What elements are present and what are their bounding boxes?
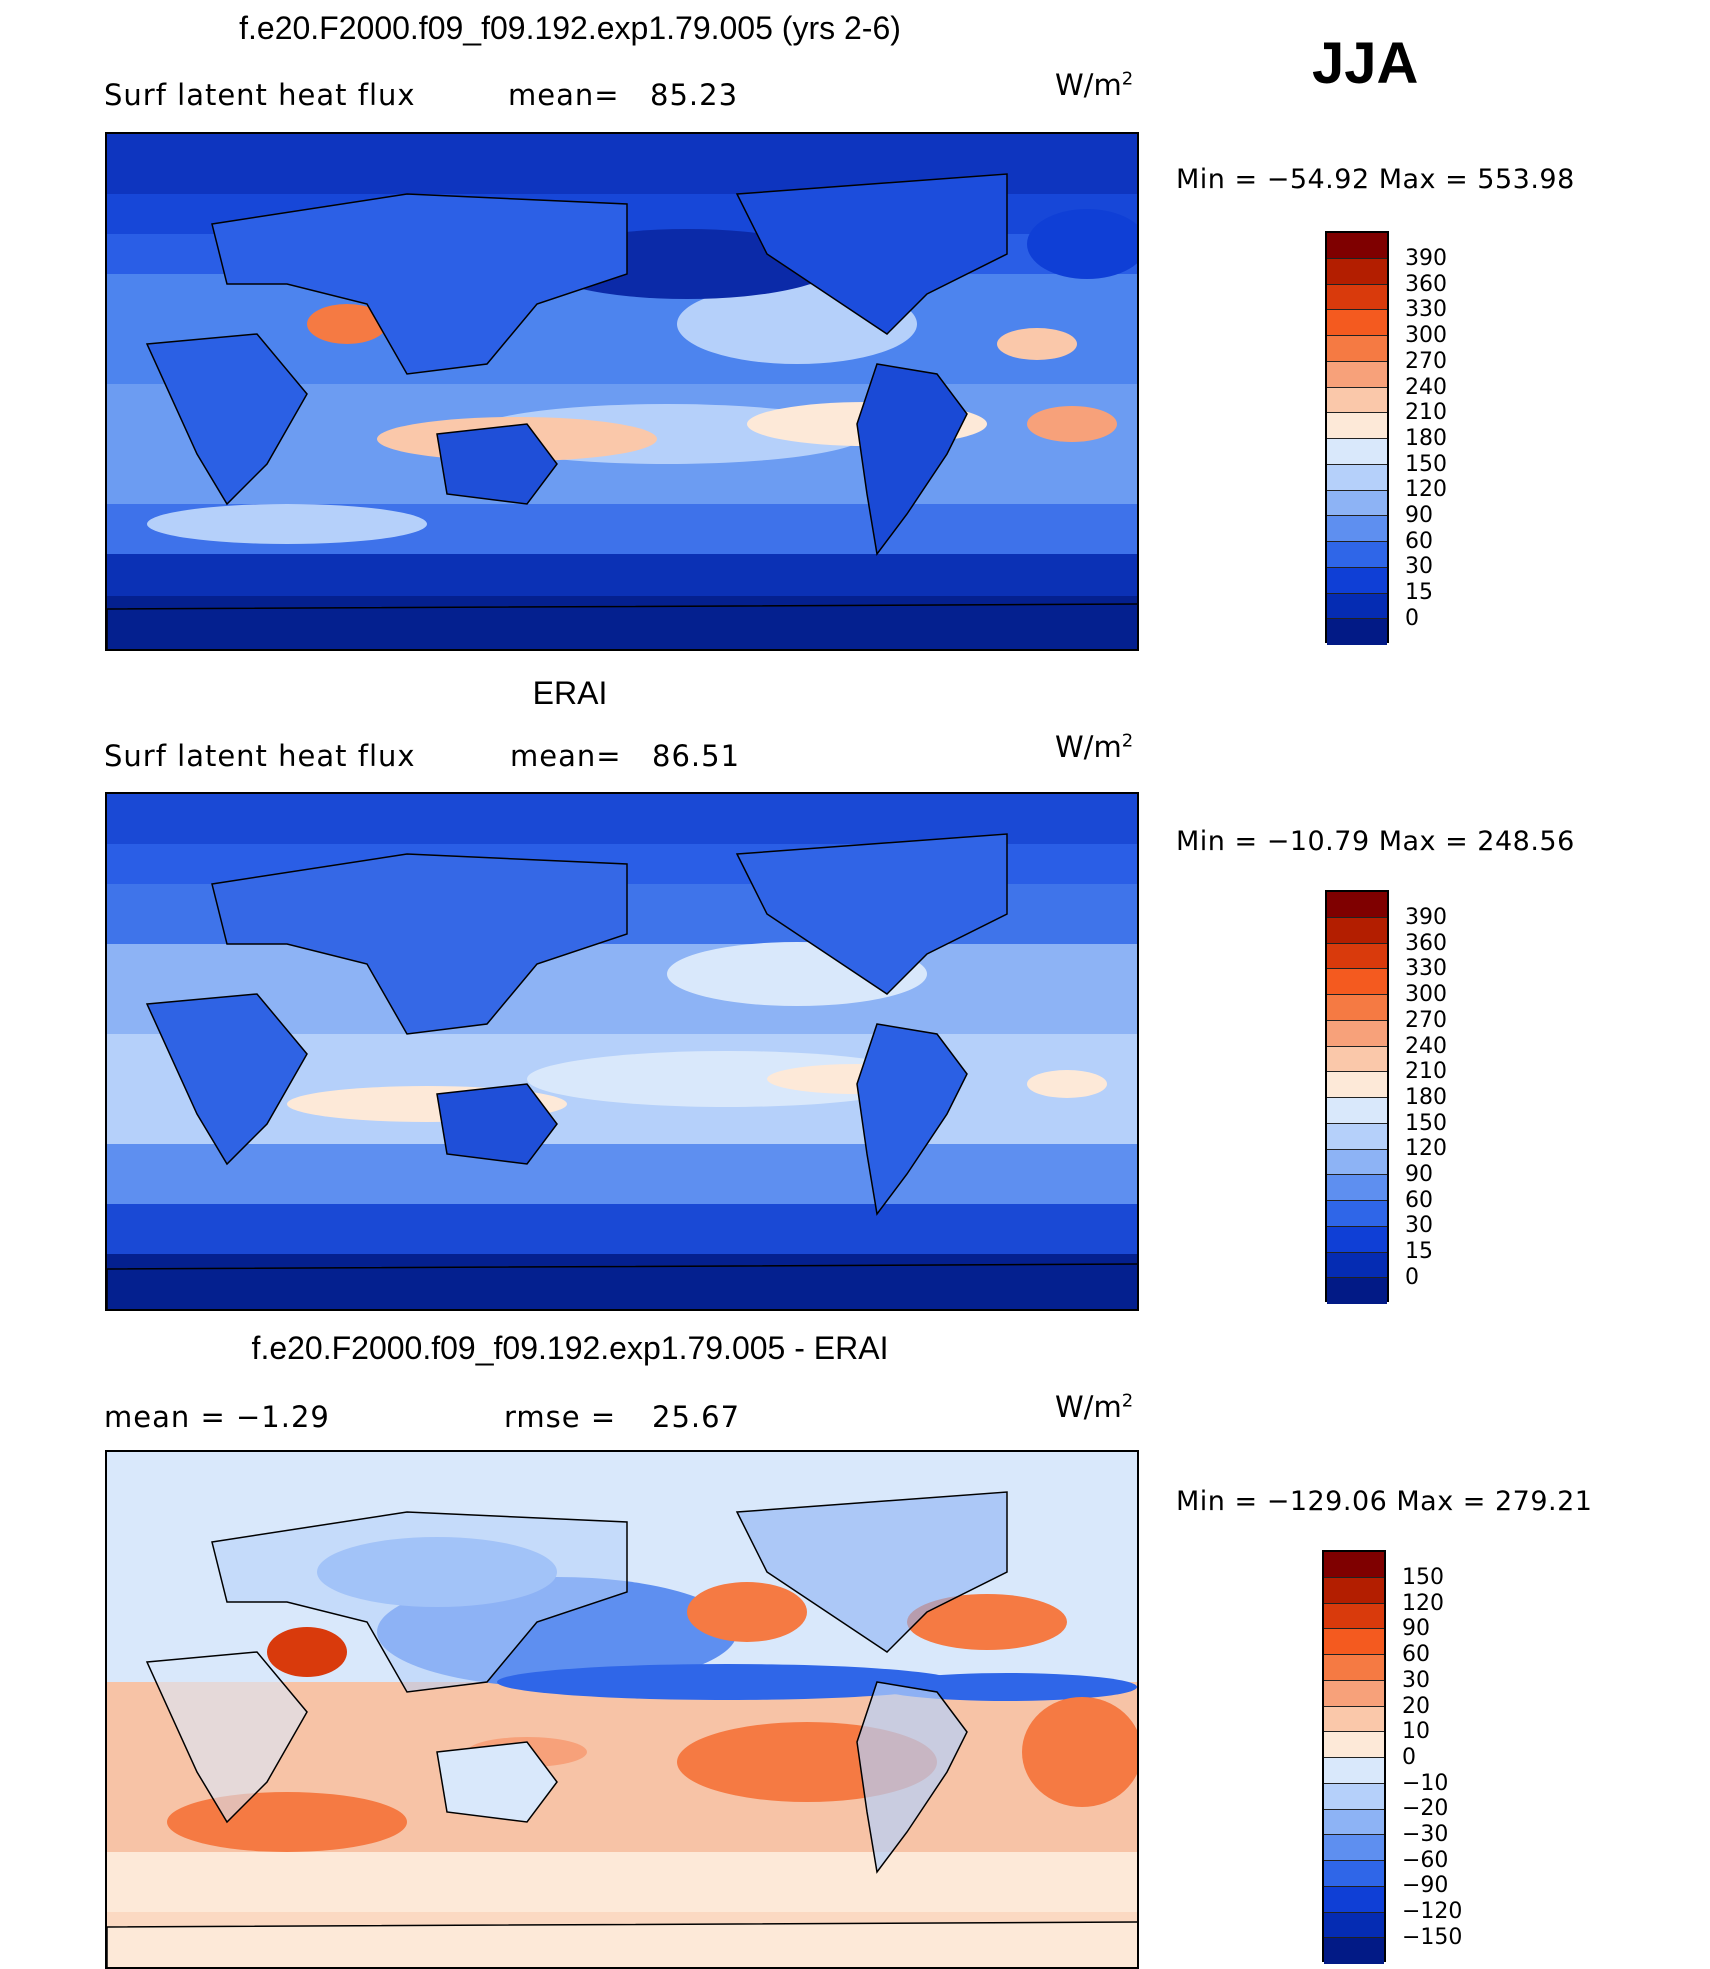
colorbar-tick-label: 150 [1405, 1110, 1447, 1136]
colorbar-tick-label: 270 [1405, 1007, 1447, 1033]
colorbar-tick-label: 20 [1402, 1693, 1430, 1719]
colorbar-tick-label: 120 [1402, 1590, 1444, 1616]
panel3-map [105, 1450, 1139, 1969]
colorbar-tick-label: 180 [1405, 1084, 1447, 1110]
colorbar-tick-label: 30 [1402, 1667, 1430, 1693]
colorbar-tick-label: 390 [1405, 905, 1447, 930]
panel1-units: W/m2 [1055, 68, 1134, 102]
panel2-mean-value: 86.51 [652, 739, 741, 773]
colorbar-tick-label: 390 [1405, 246, 1447, 271]
colorbar-tick-label: 60 [1405, 1187, 1433, 1213]
colorbar-tick-label: 0 [1402, 1744, 1416, 1770]
panel3-title: f.e20.F2000.f09_f09.192.exp1.79.005 - ER… [251, 1330, 889, 1366]
panel3-mean-label: mean = −1.29 [104, 1400, 330, 1434]
panel1-mean-value: 85.23 [650, 78, 739, 112]
colorbar-tick-label: −90 [1402, 1873, 1449, 1899]
panel3-rmse-value: 25.67 [652, 1400, 741, 1434]
colorbar-tick-label: 90 [1405, 1162, 1433, 1187]
colorbar-tick-label: 300 [1405, 982, 1447, 1008]
colorbar-tick-label: 360 [1405, 271, 1447, 297]
colorbar-tick-label: 10 [1402, 1719, 1430, 1745]
colorbar-tick-label: 270 [1405, 348, 1447, 374]
colorbar-tick-label: 240 [1405, 1033, 1447, 1059]
panel1-min-max: Min = −54.92 Max = 553.98 [1176, 164, 1575, 195]
colorbar-tick-label: −30 [1402, 1822, 1449, 1847]
colorbar-tick-label: 210 [1405, 1059, 1447, 1085]
season-label: JJA [1312, 31, 1419, 96]
colorbar-tick-label: 360 [1405, 930, 1447, 956]
colorbar-tick-label: 0 [1405, 605, 1419, 631]
colorbar-tick-label: −10 [1402, 1770, 1449, 1796]
colorbar-tick-label: 60 [1402, 1642, 1430, 1668]
panel2-units: W/m2 [1055, 730, 1134, 764]
colorbar-tick-label: 90 [1402, 1616, 1430, 1642]
colorbar-tick-label: 15 [1405, 1239, 1433, 1265]
colorbar-tick-label: 90 [1405, 503, 1433, 528]
panel1-field-label: Surf latent heat flux [104, 78, 416, 112]
colorbar-tick-label: 120 [1405, 477, 1447, 503]
panel1-title: f.e20.F2000.f09_f09.192.exp1.79.005 (yrs… [239, 10, 901, 46]
panel1-map [105, 132, 1139, 651]
panel2-mean-label: mean= [510, 739, 622, 773]
colorbar-tick-label: −20 [1402, 1796, 1449, 1822]
panel2-colorbar [1325, 890, 1389, 1304]
colorbar-tick-label: 240 [1405, 374, 1447, 400]
colorbar-tick-label: 120 [1405, 1136, 1447, 1162]
panel1-mean-label: mean= [508, 78, 620, 112]
colorbar-tick-label: 60 [1405, 528, 1433, 554]
panel3-rmse-label: rmse = [504, 1400, 617, 1434]
panel2-map [105, 792, 1139, 1311]
panel3-units: W/m2 [1055, 1390, 1134, 1424]
colorbar-tick-label: −60 [1402, 1847, 1449, 1873]
panel2-min-max: Min = −10.79 Max = 248.56 [1176, 826, 1575, 857]
colorbar-tick-label: 330 [1405, 297, 1447, 323]
panel2-field-label: Surf latent heat flux [104, 739, 416, 773]
panel3-min-max: Min = −129.06 Max = 279.21 [1176, 1486, 1593, 1517]
colorbar-tick-label: 150 [1402, 1565, 1444, 1590]
colorbar-tick-label: 300 [1405, 323, 1447, 349]
colorbar-tick-label: 180 [1405, 425, 1447, 451]
colorbar-tick-label: 150 [1405, 451, 1447, 477]
colorbar-tick-label: 210 [1405, 400, 1447, 426]
panel1-colorbar [1325, 231, 1389, 645]
panel2-title: ERAI [532, 675, 608, 711]
colorbar-tick-label: 30 [1405, 1213, 1433, 1239]
panel3-colorbar [1322, 1550, 1386, 1964]
colorbar-tick-label: 15 [1405, 580, 1433, 606]
colorbar-tick-label: 0 [1405, 1264, 1419, 1290]
colorbar-tick-label: 30 [1405, 554, 1433, 580]
colorbar-tick-label: −120 [1402, 1899, 1463, 1925]
colorbar-tick-label: −150 [1402, 1924, 1463, 1950]
colorbar-tick-label: 330 [1405, 956, 1447, 982]
